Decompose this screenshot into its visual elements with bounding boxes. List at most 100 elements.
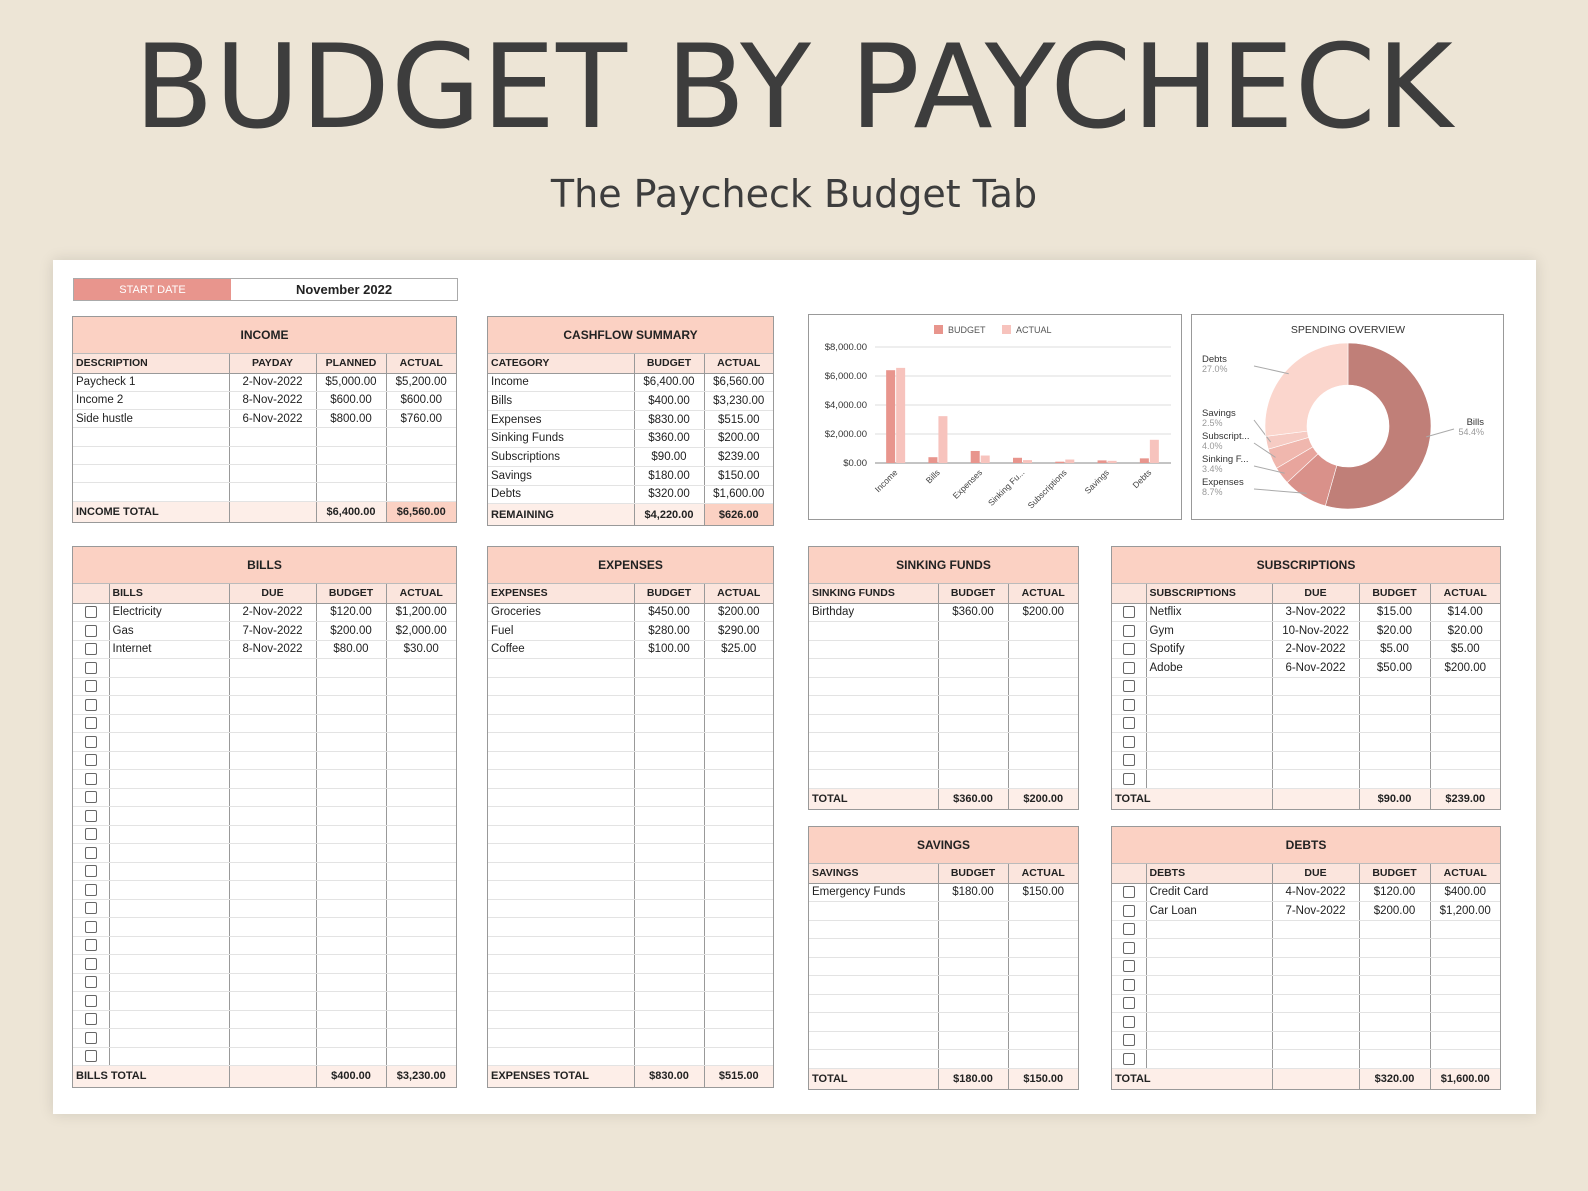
table-cell[interactable]: $360.00 — [938, 603, 1009, 622]
empty-cell[interactable] — [316, 658, 387, 678]
empty-cell[interactable] — [109, 917, 230, 937]
empty-cell[interactable] — [1359, 714, 1431, 733]
empty-cell[interactable] — [316, 954, 387, 974]
empty-cell[interactable] — [809, 901, 939, 921]
checkbox[interactable] — [84, 883, 97, 896]
empty-cell[interactable] — [1146, 957, 1273, 976]
checkbox[interactable] — [84, 624, 97, 637]
checkbox[interactable] — [1122, 624, 1135, 637]
empty-cell[interactable] — [316, 843, 387, 863]
checkbox[interactable] — [84, 939, 97, 952]
checkbox[interactable] — [1122, 661, 1135, 674]
row-checkbox-cell[interactable] — [1112, 677, 1147, 696]
row-checkbox-cell[interactable] — [73, 936, 110, 955]
empty-cell[interactable] — [386, 732, 456, 752]
empty-cell[interactable] — [316, 788, 387, 807]
table-cell[interactable]: $450.00 — [634, 603, 705, 622]
empty-cell[interactable] — [488, 991, 635, 1011]
checkbox[interactable] — [1122, 941, 1135, 954]
empty-cell[interactable] — [938, 994, 1009, 1013]
empty-cell[interactable] — [73, 482, 230, 502]
empty-cell[interactable] — [109, 880, 230, 900]
table-cell[interactable]: 6-Nov-2022 — [1272, 658, 1360, 678]
checkbox[interactable] — [1122, 698, 1135, 711]
table-cell[interactable]: $290.00 — [704, 621, 773, 641]
row-checkbox-cell[interactable] — [1112, 640, 1147, 659]
empty-cell[interactable] — [488, 936, 635, 955]
empty-cell[interactable] — [109, 1047, 230, 1066]
checkbox[interactable] — [1122, 1034, 1135, 1047]
checkbox[interactable] — [84, 1031, 97, 1044]
empty-cell[interactable] — [386, 482, 456, 502]
row-checkbox-cell[interactable] — [73, 769, 110, 789]
empty-cell[interactable] — [938, 938, 1009, 958]
empty-cell[interactable] — [109, 658, 230, 678]
empty-cell[interactable] — [488, 732, 635, 752]
table-cell[interactable]: $200.00 — [1430, 658, 1500, 678]
empty-cell[interactable] — [316, 880, 387, 900]
checkbox[interactable] — [84, 772, 97, 785]
empty-cell[interactable] — [488, 954, 635, 974]
table-cell[interactable]: $600.00 — [386, 391, 456, 411]
checkbox[interactable] — [1122, 923, 1135, 936]
checkbox[interactable] — [1122, 754, 1135, 767]
checkbox[interactable] — [1122, 735, 1135, 748]
table-cell[interactable]: Electricity — [109, 603, 230, 622]
empty-cell[interactable] — [229, 788, 317, 807]
table-cell[interactable]: $80.00 — [316, 640, 387, 659]
empty-cell[interactable] — [1272, 751, 1360, 770]
empty-cell[interactable] — [488, 1010, 635, 1029]
empty-cell[interactable] — [386, 973, 456, 992]
empty-cell[interactable] — [1430, 957, 1500, 976]
empty-cell[interactable] — [1008, 769, 1078, 789]
table-cell[interactable]: $1,200.00 — [1430, 901, 1500, 921]
empty-cell[interactable] — [634, 899, 705, 918]
empty-cell[interactable] — [1359, 751, 1431, 770]
empty-cell[interactable] — [316, 825, 387, 844]
empty-cell[interactable] — [386, 917, 456, 937]
empty-cell[interactable] — [1272, 975, 1360, 995]
row-checkbox-cell[interactable] — [73, 954, 110, 974]
empty-cell[interactable] — [386, 658, 456, 678]
table-cell[interactable]: Paycheck 1 — [73, 373, 230, 392]
empty-cell[interactable] — [1272, 920, 1360, 939]
empty-cell[interactable] — [1359, 1012, 1431, 1032]
table-cell[interactable]: $5,000.00 — [316, 373, 387, 392]
empty-cell[interactable] — [488, 788, 635, 807]
checkbox[interactable] — [84, 846, 97, 859]
table-cell[interactable]: Income — [488, 373, 635, 393]
empty-cell[interactable] — [938, 1012, 1009, 1032]
empty-cell[interactable] — [809, 714, 939, 733]
empty-cell[interactable] — [229, 936, 317, 955]
empty-cell[interactable] — [634, 1047, 705, 1066]
checkbox[interactable] — [84, 865, 97, 878]
empty-cell[interactable] — [109, 899, 230, 918]
empty-cell[interactable] — [386, 427, 456, 447]
empty-cell[interactable] — [938, 695, 1009, 715]
checkbox[interactable] — [84, 791, 97, 804]
table-cell[interactable]: Gas — [109, 621, 230, 641]
table-cell[interactable]: Credit Card — [1146, 883, 1273, 902]
table-cell[interactable]: $3,230.00 — [704, 391, 773, 411]
row-checkbox-cell[interactable] — [73, 695, 110, 715]
empty-cell[interactable] — [109, 1028, 230, 1048]
empty-cell[interactable] — [109, 732, 230, 752]
table-cell[interactable]: $5.00 — [1430, 640, 1500, 659]
checkbox[interactable] — [1122, 960, 1135, 973]
table-cell[interactable]: Birthday — [809, 603, 939, 622]
empty-cell[interactable] — [634, 695, 705, 715]
empty-cell[interactable] — [1430, 714, 1500, 733]
row-checkbox-cell[interactable] — [1112, 938, 1147, 958]
empty-cell[interactable] — [704, 788, 773, 807]
empty-cell[interactable] — [386, 464, 456, 484]
checkbox[interactable] — [84, 680, 97, 693]
table-cell[interactable]: $180.00 — [938, 883, 1009, 902]
empty-cell[interactable] — [1272, 957, 1360, 976]
row-checkbox-cell[interactable] — [1112, 695, 1147, 715]
empty-cell[interactable] — [1359, 920, 1431, 939]
row-checkbox-cell[interactable] — [1112, 883, 1147, 902]
table-cell[interactable]: Car Loan — [1146, 901, 1273, 921]
checkbox[interactable] — [84, 902, 97, 915]
row-checkbox-cell[interactable] — [1112, 920, 1147, 939]
table-cell[interactable]: Emergency Funds — [809, 883, 939, 902]
